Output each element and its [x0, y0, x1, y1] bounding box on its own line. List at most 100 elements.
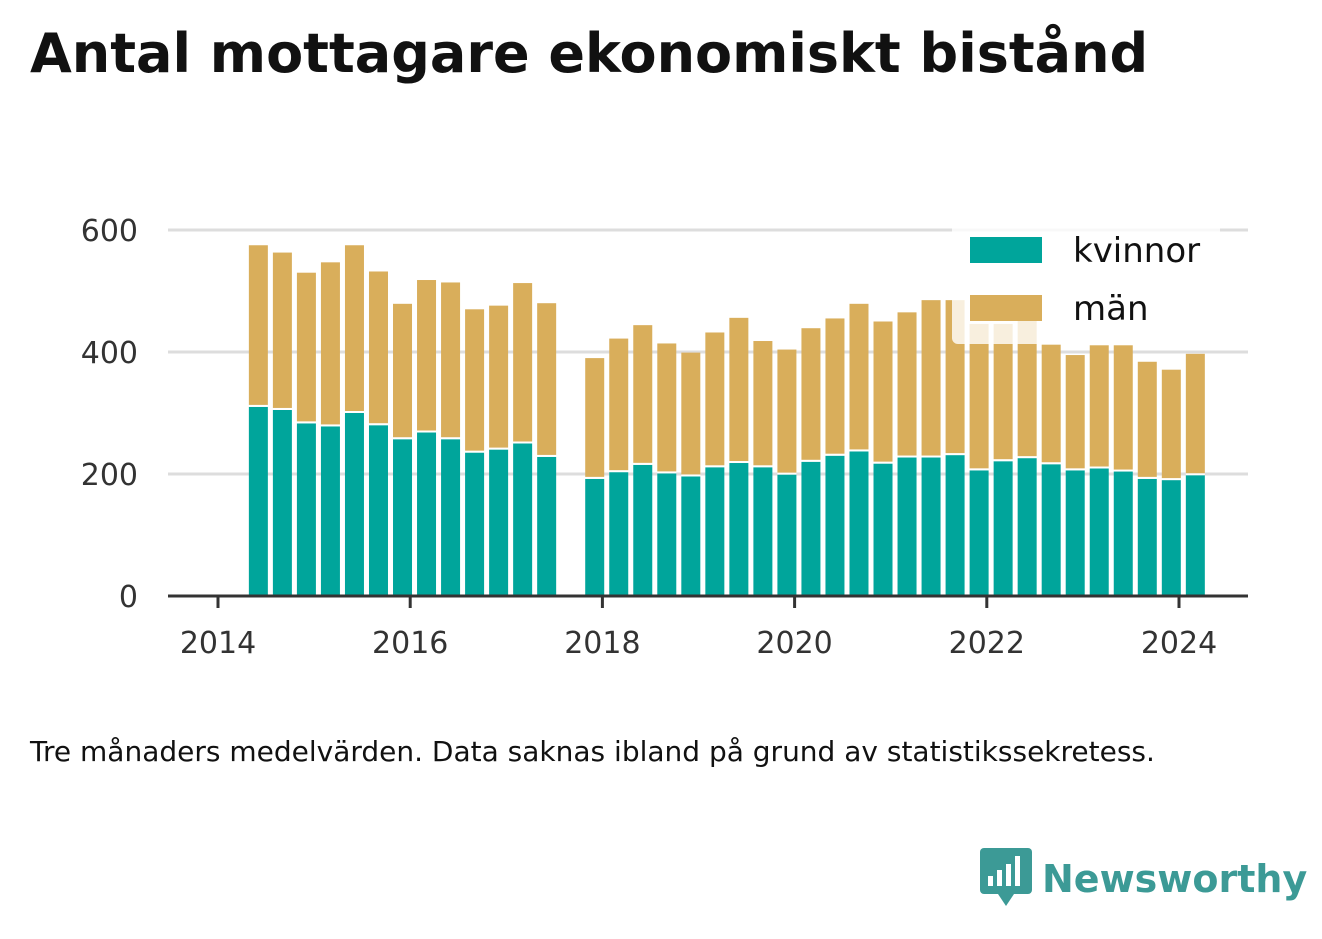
bar-man: [1041, 344, 1061, 463]
y-tick-label: 200: [81, 458, 138, 493]
bar-man: [344, 245, 364, 411]
bar-man: [417, 280, 437, 431]
y-tick-label: 600: [81, 214, 138, 249]
x-tick-label: 2014: [180, 626, 256, 661]
bar-man: [705, 332, 725, 466]
legend-label-man: män: [1073, 289, 1149, 329]
bar-kvinnor: [849, 451, 869, 596]
bar-kvinnor: [657, 473, 677, 596]
bar-kvinnor: [945, 455, 965, 596]
bar-man: [296, 272, 316, 422]
bar-kvinnor: [777, 474, 797, 596]
bar-man: [1089, 345, 1109, 467]
bar-kvinnor: [1041, 464, 1061, 596]
bar-man: [1113, 345, 1133, 470]
y-tick-label: 400: [81, 336, 138, 371]
bar-man: [513, 283, 533, 442]
bar-kvinnor: [633, 464, 653, 596]
bar-kvinnor: [1089, 468, 1109, 596]
bar-kvinnor: [272, 409, 292, 596]
bar-man: [921, 300, 941, 456]
bar-man: [729, 317, 749, 462]
bar-man: [1161, 369, 1181, 479]
bar-man: [585, 358, 605, 477]
bar-man: [753, 341, 773, 466]
bar-kvinnor: [753, 467, 773, 596]
bar-kvinnor: [465, 452, 485, 596]
bar-man: [368, 271, 388, 424]
x-axis: 2014 2016 2018 2020 2022 2024: [168, 594, 1248, 661]
bar-man: [777, 349, 797, 473]
bar-kvinnor: [344, 413, 364, 596]
footnote: Tre månaders medelvärden. Data saknas ib…: [30, 735, 1155, 768]
brand-logo: Newsworthy: [980, 848, 1307, 910]
bar-kvinnor: [320, 426, 340, 596]
bar-kvinnor: [921, 457, 941, 596]
bar-man: [993, 323, 1013, 460]
bar-kvinnor: [513, 443, 533, 596]
bar-man: [272, 252, 292, 408]
bar-kvinnor: [1161, 480, 1181, 596]
bar-kvinnor: [681, 476, 701, 596]
legend-swatch-man: [970, 295, 1042, 321]
newsworthy-logo-icon: [980, 848, 1032, 906]
bar-man: [801, 328, 821, 460]
bar-man: [609, 338, 629, 471]
bar-kvinnor: [1017, 458, 1037, 596]
bar-man: [633, 325, 653, 463]
bar-man: [897, 312, 917, 456]
bar-kvinnor: [537, 456, 557, 596]
bar-kvinnor: [393, 439, 413, 596]
bar-man: [873, 321, 893, 462]
bar-man: [1137, 361, 1157, 477]
legend-label-kvinnor: kvinnor: [1073, 231, 1200, 271]
legend: kvinnor män: [952, 222, 1220, 344]
bar-kvinnor: [705, 467, 725, 596]
bar-man: [441, 282, 461, 438]
bar-kvinnor: [969, 470, 989, 596]
bar-kvinnor: [897, 457, 917, 596]
x-tick-label: 2022: [949, 626, 1025, 661]
bar-man: [681, 352, 701, 475]
bar-man: [465, 309, 485, 451]
bar-kvinnor: [489, 449, 509, 596]
x-tick-label: 2018: [564, 626, 640, 661]
bar-man: [1017, 318, 1037, 457]
bar-man: [320, 262, 340, 425]
chart: 0 200 400 600 2014 2016 2018 2020 2022 2024 kvin…: [81, 214, 1248, 661]
bar-man: [489, 305, 509, 448]
bar-man: [825, 318, 845, 454]
bar-kvinnor: [296, 423, 316, 596]
bar-man: [393, 303, 413, 438]
x-tick-label: 2020: [756, 626, 832, 661]
brand-name: Newsworthy: [1042, 857, 1308, 901]
bar-man: [248, 245, 268, 405]
bar-kvinnor: [729, 463, 749, 596]
bar-man: [537, 303, 557, 455]
y-tick-label: 0: [119, 580, 138, 615]
bar-man: [1185, 353, 1205, 474]
bar-kvinnor: [1065, 470, 1085, 596]
bars: [248, 245, 1205, 596]
bar-man: [1065, 355, 1085, 469]
bar-kvinnor: [1113, 471, 1133, 596]
bar-kvinnor: [993, 461, 1013, 596]
legend-swatch-kvinnor: [970, 237, 1042, 263]
bar-kvinnor: [417, 432, 437, 596]
x-tick-label: 2024: [1141, 626, 1217, 661]
bar-kvinnor: [585, 478, 605, 596]
bar-kvinnor: [368, 425, 388, 596]
chart-title: Antal mottagare ekonomiskt bistånd: [30, 22, 1149, 85]
y-axis-ticks: 0 200 400 600: [81, 214, 138, 615]
bar-kvinnor: [248, 406, 268, 596]
bar-man: [849, 303, 869, 450]
bar-man: [969, 323, 989, 469]
bar-kvinnor: [1137, 478, 1157, 596]
bar-kvinnor: [1185, 475, 1205, 596]
x-tick-label: 2016: [372, 626, 448, 661]
bar-kvinnor: [441, 439, 461, 596]
bar-kvinnor: [825, 455, 845, 596]
bar-kvinnor: [873, 463, 893, 596]
bar-kvinnor: [609, 472, 629, 596]
bar-man: [657, 343, 677, 472]
